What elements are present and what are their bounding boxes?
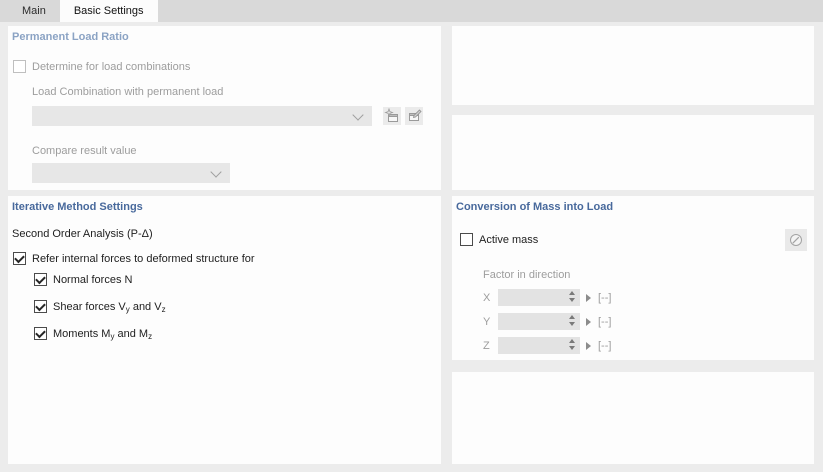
refer-internal-forces-label: Refer internal forces to deformed struct… — [32, 253, 255, 265]
factor-row-y: Y [--] — [483, 313, 611, 330]
tab-main[interactable]: Main — [22, 5, 46, 17]
detail-arrow-icon[interactable] — [586, 317, 591, 326]
moments-checkbox[interactable] — [34, 327, 47, 340]
dial-icon — [790, 234, 802, 246]
section-heading-permanent-load-ratio: Permanent Load Ratio — [12, 31, 129, 43]
load-combination-dropdown[interactable] — [32, 106, 372, 126]
normal-forces-label: Normal forces N — [53, 274, 133, 286]
active-mass-label: Active mass — [479, 234, 539, 246]
active-mass-checkbox[interactable] — [460, 233, 473, 246]
second-order-analysis-label: Second Order Analysis (P-Δ) — [12, 228, 153, 240]
load-combination-label: Load Combination with permanent load — [32, 86, 224, 98]
conversion-of-mass-section: Conversion of Mass into Load Active mass… — [452, 196, 814, 360]
axis-y-label: Y — [483, 315, 491, 328]
normal-forces-checkbox[interactable] — [34, 273, 47, 286]
refer-internal-forces-checkbox[interactable] — [13, 252, 26, 265]
shear-forces-label: Shear forces Vy and Vz — [53, 301, 166, 314]
factor-x-unit: [--] — [598, 291, 612, 304]
permanent-load-ratio-section: Permanent Load Ratio Determine for load … — [8, 26, 441, 190]
shear-forces-checkbox[interactable] — [34, 300, 47, 313]
edit-load-combination-button[interactable] — [405, 107, 423, 125]
determine-load-combinations-label: Determine for load combinations — [32, 61, 191, 73]
factor-z-unit: [--] — [598, 339, 612, 352]
compare-result-value-label: Compare result value — [32, 145, 137, 157]
factor-in-direction-label: Factor in direction — [483, 269, 571, 281]
tab-bar: Main Basic Settings — [0, 0, 823, 22]
edit-window-icon — [409, 109, 422, 121]
spinner-arrows-icon[interactable] — [569, 315, 575, 326]
spinner-arrows-icon[interactable] — [569, 339, 575, 350]
chevron-down-icon — [352, 109, 364, 121]
section-heading-iterative-method-settings: Iterative Method Settings — [12, 201, 143, 213]
section-heading-conversion-of-mass: Conversion of Mass into Load — [456, 201, 614, 213]
chevron-down-icon — [210, 166, 222, 178]
detail-arrow-icon[interactable] — [586, 293, 591, 302]
factor-x-input[interactable] — [498, 289, 580, 306]
new-window-icon — [384, 108, 398, 122]
factor-row-z: Z [--] — [483, 337, 611, 354]
mass-conversion-viewer-button[interactable] — [785, 229, 807, 251]
moments-label: Moments My and Mz — [53, 328, 153, 341]
factor-y-input[interactable] — [498, 313, 580, 330]
factor-z-input[interactable] — [498, 337, 580, 354]
tab-basic-settings[interactable]: Basic Settings — [59, 0, 158, 22]
empty-panel-middle-right — [452, 115, 814, 190]
spinner-arrows-icon[interactable] — [569, 291, 575, 302]
compare-result-value-dropdown[interactable] — [32, 163, 230, 183]
detail-arrow-icon[interactable] — [586, 341, 591, 350]
determine-load-combinations-checkbox[interactable] — [13, 60, 26, 73]
axis-x-label: X — [483, 291, 491, 304]
new-load-combination-button[interactable] — [383, 107, 401, 125]
axis-z-label: Z — [483, 339, 490, 352]
empty-panel-bottom-right — [452, 372, 814, 464]
empty-panel-top-right — [452, 26, 814, 105]
iterative-method-settings-section: Iterative Method Settings Second Order A… — [8, 196, 441, 464]
factor-row-x: X [--] — [483, 289, 611, 306]
factor-y-unit: [--] — [598, 315, 612, 328]
